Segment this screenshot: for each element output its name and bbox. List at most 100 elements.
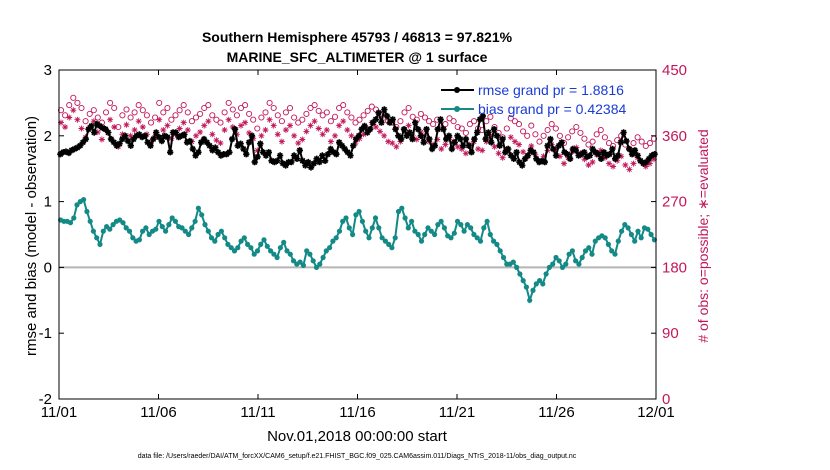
bias-point [153, 226, 159, 232]
obs-possible-point [156, 99, 163, 106]
rmse-point [606, 151, 613, 158]
legend-bias-label: bias grand pr = 0.42384 [478, 101, 626, 117]
bias-point [264, 243, 270, 249]
bias-point [195, 205, 201, 211]
obs-possible-point [168, 116, 175, 123]
bias-point [648, 231, 654, 238]
obs-evaluated-point [323, 127, 330, 133]
bias-point [287, 251, 293, 257]
rmse-point [575, 152, 582, 159]
obs-possible-point [254, 125, 261, 132]
bias-point [458, 222, 464, 228]
x-tick-label: 11/16 [339, 404, 375, 421]
rmse-point [513, 149, 520, 156]
bias-point [464, 222, 470, 228]
rmse-point [386, 119, 394, 126]
rmse-point [417, 132, 425, 139]
obs-possible-point [70, 94, 77, 101]
bias-point [136, 237, 142, 243]
obs-evaluated-point [434, 136, 441, 143]
bias-point [313, 264, 320, 270]
rmse-point [144, 139, 151, 146]
obs-possible-point [176, 107, 183, 114]
y-right-tick-label: 450 [662, 62, 687, 79]
obs-possible-point [233, 112, 240, 119]
bias-series-layer [58, 197, 658, 304]
obs-evaluated-point [70, 107, 77, 114]
data-file-footnote: data file: /Users/raeder/DAI/ATM_forcXX/… [138, 453, 577, 460]
bias-point [566, 251, 572, 257]
obs-evaluated-point [221, 127, 228, 133]
obs-evaluated-point [270, 122, 277, 129]
rmse-point [626, 145, 633, 153]
obs-evaluated-point [499, 154, 506, 161]
bias-point [586, 245, 592, 251]
bias-point [435, 222, 441, 228]
rmse-point [102, 126, 109, 133]
rmse-point [465, 142, 472, 149]
bias-point [500, 254, 507, 261]
rmse-point [265, 149, 272, 156]
rmse-point [212, 144, 219, 151]
obs-evaluated-point [201, 122, 208, 129]
rmse-point [254, 153, 261, 161]
bias-point [189, 225, 195, 231]
rmse-point [341, 145, 348, 153]
rmse-point [330, 149, 337, 156]
obs-evaluated-point [610, 163, 617, 170]
obs-evaluated-point [336, 122, 343, 129]
rmse-point [519, 162, 526, 169]
bias-point [231, 248, 238, 254]
obs-evaluated-point [360, 131, 367, 138]
x-tick-label: 11/01 [41, 404, 77, 421]
rmse-point [282, 162, 289, 169]
rmse-point [203, 139, 210, 146]
rmse-point [612, 155, 619, 162]
rmse-point [600, 149, 608, 156]
obs-possible-point [221, 109, 228, 116]
obs-evaluated-point [180, 119, 187, 126]
obs-possible-point [237, 104, 245, 112]
obs-evaluated-point [597, 147, 604, 154]
bias-point [100, 228, 106, 234]
obs-possible-point [299, 116, 306, 123]
obs-possible-point [82, 118, 89, 125]
bias-point [569, 248, 576, 254]
rmse-point [62, 148, 70, 155]
obs-possible-point [90, 107, 97, 114]
obs-possible-point [327, 118, 334, 125]
rmse-point [116, 140, 123, 147]
obs-evaluated-point [131, 127, 138, 133]
obs-evaluated-point [630, 160, 637, 167]
obs-possible-point [446, 115, 453, 122]
rmse-point [437, 116, 444, 123]
rmse-point [482, 135, 489, 143]
obs-evaluated-point [135, 118, 142, 125]
obs-possible-point [597, 126, 604, 134]
rmse-point [420, 139, 427, 146]
bias-point [514, 264, 520, 270]
rmse-point [564, 151, 571, 158]
rmse-point [288, 158, 295, 166]
rmse-point [350, 142, 357, 149]
obs-possible-point [450, 118, 457, 125]
obs-evaluated-point [295, 140, 302, 147]
bias-point [228, 245, 234, 251]
rmse-point [510, 155, 517, 162]
bias-point [353, 212, 359, 218]
rmse-point [122, 132, 129, 139]
obs-possible-point [278, 118, 285, 125]
rmse-point [147, 142, 154, 149]
x-tick-label: 11/26 [538, 404, 574, 421]
rmse-point [262, 152, 270, 159]
bias-point [628, 231, 635, 238]
rmse-point [355, 132, 363, 139]
bias-point [477, 238, 484, 244]
rmse-point [96, 122, 103, 130]
x-tick-label: 11/21 [439, 404, 475, 421]
rmse-point [597, 155, 605, 162]
y-right-tick-label: 0 [662, 391, 670, 408]
y-axis-label: rmse and bias (model - observation) [23, 116, 40, 356]
rmse-point [133, 132, 140, 139]
obs-possible-point [630, 140, 637, 147]
